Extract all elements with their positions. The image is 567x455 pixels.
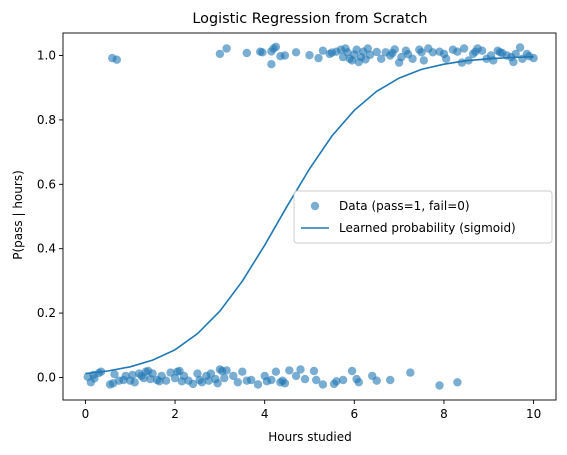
data-point: [188, 379, 198, 389]
data-point: [271, 367, 281, 376]
chart-title: Logistic Regression from Scratch: [192, 11, 427, 27]
data-point: [372, 376, 381, 385]
plot-area: 0 2 4 6 8 10 0.0 0.2 0.4 0.6 0.8 1.0: [37, 32, 557, 421]
data-point: [204, 376, 213, 385]
data-point: [233, 378, 242, 387]
x-tick-label: 0: [82, 407, 90, 421]
x-tick-label: 2: [171, 407, 179, 421]
y-tick-label: 1.0: [37, 49, 56, 63]
y-tick-label: 0.4: [37, 242, 56, 256]
data-point: [347, 366, 357, 376]
data-point: [386, 375, 395, 385]
data-point: [222, 366, 231, 375]
legend-marker-data: [310, 201, 320, 211]
data-point: [170, 373, 180, 383]
data-point: [267, 59, 276, 69]
data-point: [220, 373, 229, 383]
data-point: [253, 380, 263, 389]
y-tick-label: 0.0: [37, 370, 56, 384]
data-point: [318, 380, 328, 389]
data-point: [332, 377, 341, 386]
data-point: [128, 370, 137, 380]
data-point: [271, 42, 281, 51]
y-tick-label: 0.6: [37, 177, 56, 191]
data-point: [285, 366, 294, 375]
data-point: [193, 369, 202, 378]
data-point: [442, 54, 451, 63]
data-point: [435, 381, 444, 390]
data-point: [280, 51, 290, 60]
data-point: [222, 44, 231, 53]
data-point: [419, 56, 428, 65]
x-tick-label: 6: [350, 407, 358, 421]
data-point: [291, 371, 301, 381]
legend-box: [293, 190, 553, 244]
data-point: [459, 44, 469, 53]
data-point: [130, 378, 139, 387]
data-point: [453, 378, 462, 387]
sigmoid-line: [85, 56, 534, 375]
data-point: [363, 44, 372, 53]
data-point: [509, 57, 518, 67]
data-point: [242, 48, 251, 58]
axes-frame: [62, 32, 557, 401]
data-point: [453, 47, 462, 56]
data-point: [372, 47, 381, 57]
data-point: [354, 378, 363, 387]
data-point: [408, 54, 417, 63]
data-point: [267, 375, 276, 385]
data-point: [309, 366, 319, 376]
data-point: [280, 379, 290, 388]
y-axis-title: P(pass | hours): [11, 170, 25, 259]
data-point: [365, 50, 375, 60]
data-point: [477, 46, 487, 55]
data-point: [296, 365, 305, 374]
data-point: [377, 54, 386, 63]
data-point: [312, 375, 321, 385]
data-point: [428, 48, 437, 57]
data-point: [489, 56, 498, 65]
data-point: [229, 371, 238, 381]
data-point: [213, 379, 222, 388]
data-point: [291, 48, 301, 57]
data-point: [529, 53, 538, 63]
data-point: [110, 370, 119, 379]
y-tick-label: 0.2: [37, 306, 56, 320]
y-tick-label: 0.8: [37, 113, 56, 127]
x-tick-label: 10: [526, 407, 541, 421]
data-point: [511, 49, 520, 59]
data-point: [390, 45, 399, 54]
data-point: [215, 49, 225, 59]
data-point: [397, 52, 406, 62]
data-point: [148, 369, 157, 378]
legend: Data (pass=1, fail=0) Learned probability…: [293, 190, 553, 244]
data-point: [343, 48, 352, 57]
data-point: [139, 373, 148, 383]
data-point: [406, 368, 415, 377]
data-point: [352, 45, 361, 54]
data-point: [247, 375, 256, 385]
data-point: [515, 43, 525, 52]
x-axis-title: Hours studied: [268, 430, 351, 444]
legend-label-data: Data (pass=1, fail=0): [339, 199, 470, 213]
data-point: [300, 374, 310, 384]
data-point: [305, 51, 314, 60]
data-point: [161, 376, 171, 385]
data-point: [417, 48, 426, 57]
x-tick-label: 4: [261, 407, 269, 421]
data-point: [258, 48, 267, 57]
legend-label-line: Learned probability (sigmoid): [339, 221, 516, 235]
data-point: [238, 367, 247, 376]
x-tick-label: 8: [440, 407, 448, 421]
data-point: [318, 46, 328, 55]
data-point: [338, 375, 348, 385]
data-point: [112, 55, 122, 64]
data-point: [314, 53, 323, 63]
data-point: [197, 378, 207, 387]
